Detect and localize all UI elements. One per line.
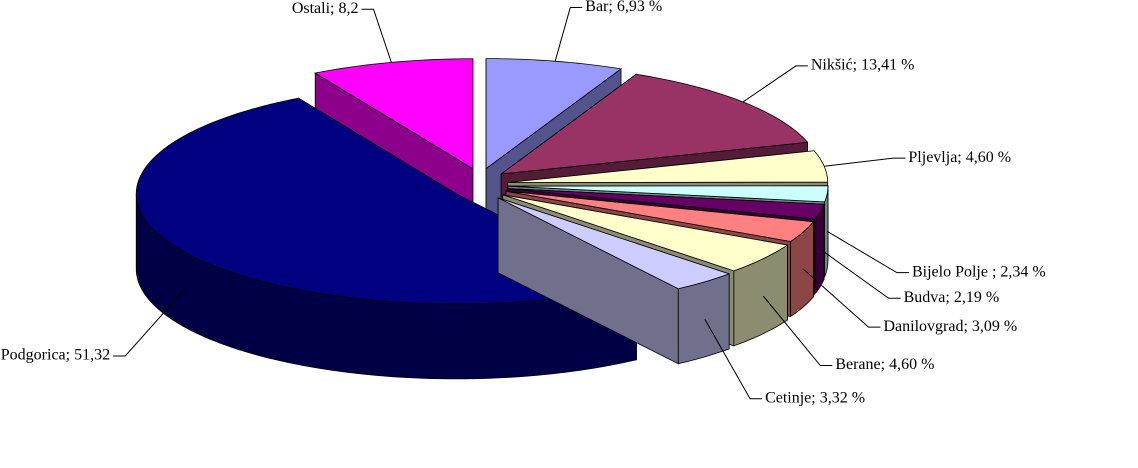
leader-line	[762, 295, 833, 367]
leader-line	[824, 157, 906, 167]
slice	[314, 58, 474, 170]
leader-line	[113, 289, 185, 357]
data-label: Cetinje; 3,32 %	[765, 389, 865, 406]
data-label: Berane; 4,60 %	[835, 356, 934, 373]
data-label: Nikšić; 13,41 %	[811, 57, 915, 74]
data-label: Bar; 6,93 %	[585, 0, 662, 15]
slice	[507, 185, 829, 203]
leader-line	[554, 6, 583, 62]
leader-line	[742, 65, 808, 103]
slice	[502, 194, 789, 272]
leader-line	[704, 319, 763, 400]
slice-side	[677, 273, 730, 365]
data-label: Bijelo Polje ; 2,34 %	[912, 263, 1046, 280]
leader-line	[819, 248, 901, 299]
slice	[497, 197, 731, 290]
data-label: Budva; 2,19 %	[904, 289, 1000, 306]
slice	[507, 150, 829, 183]
data-label: Podgorica; 51,32	[1, 347, 110, 364]
leader-line	[826, 230, 909, 274]
pie	[135, 58, 829, 380]
data-label: Danilovgrad; 3,09 %	[884, 318, 1018, 335]
data-label: Pljevlja; 4,60 %	[908, 149, 1011, 166]
slice	[507, 188, 825, 220]
slice	[505, 190, 815, 242]
leader-line	[361, 8, 392, 63]
data-label: Ostali; 8,2	[292, 0, 359, 17]
leader-line	[803, 268, 881, 328]
